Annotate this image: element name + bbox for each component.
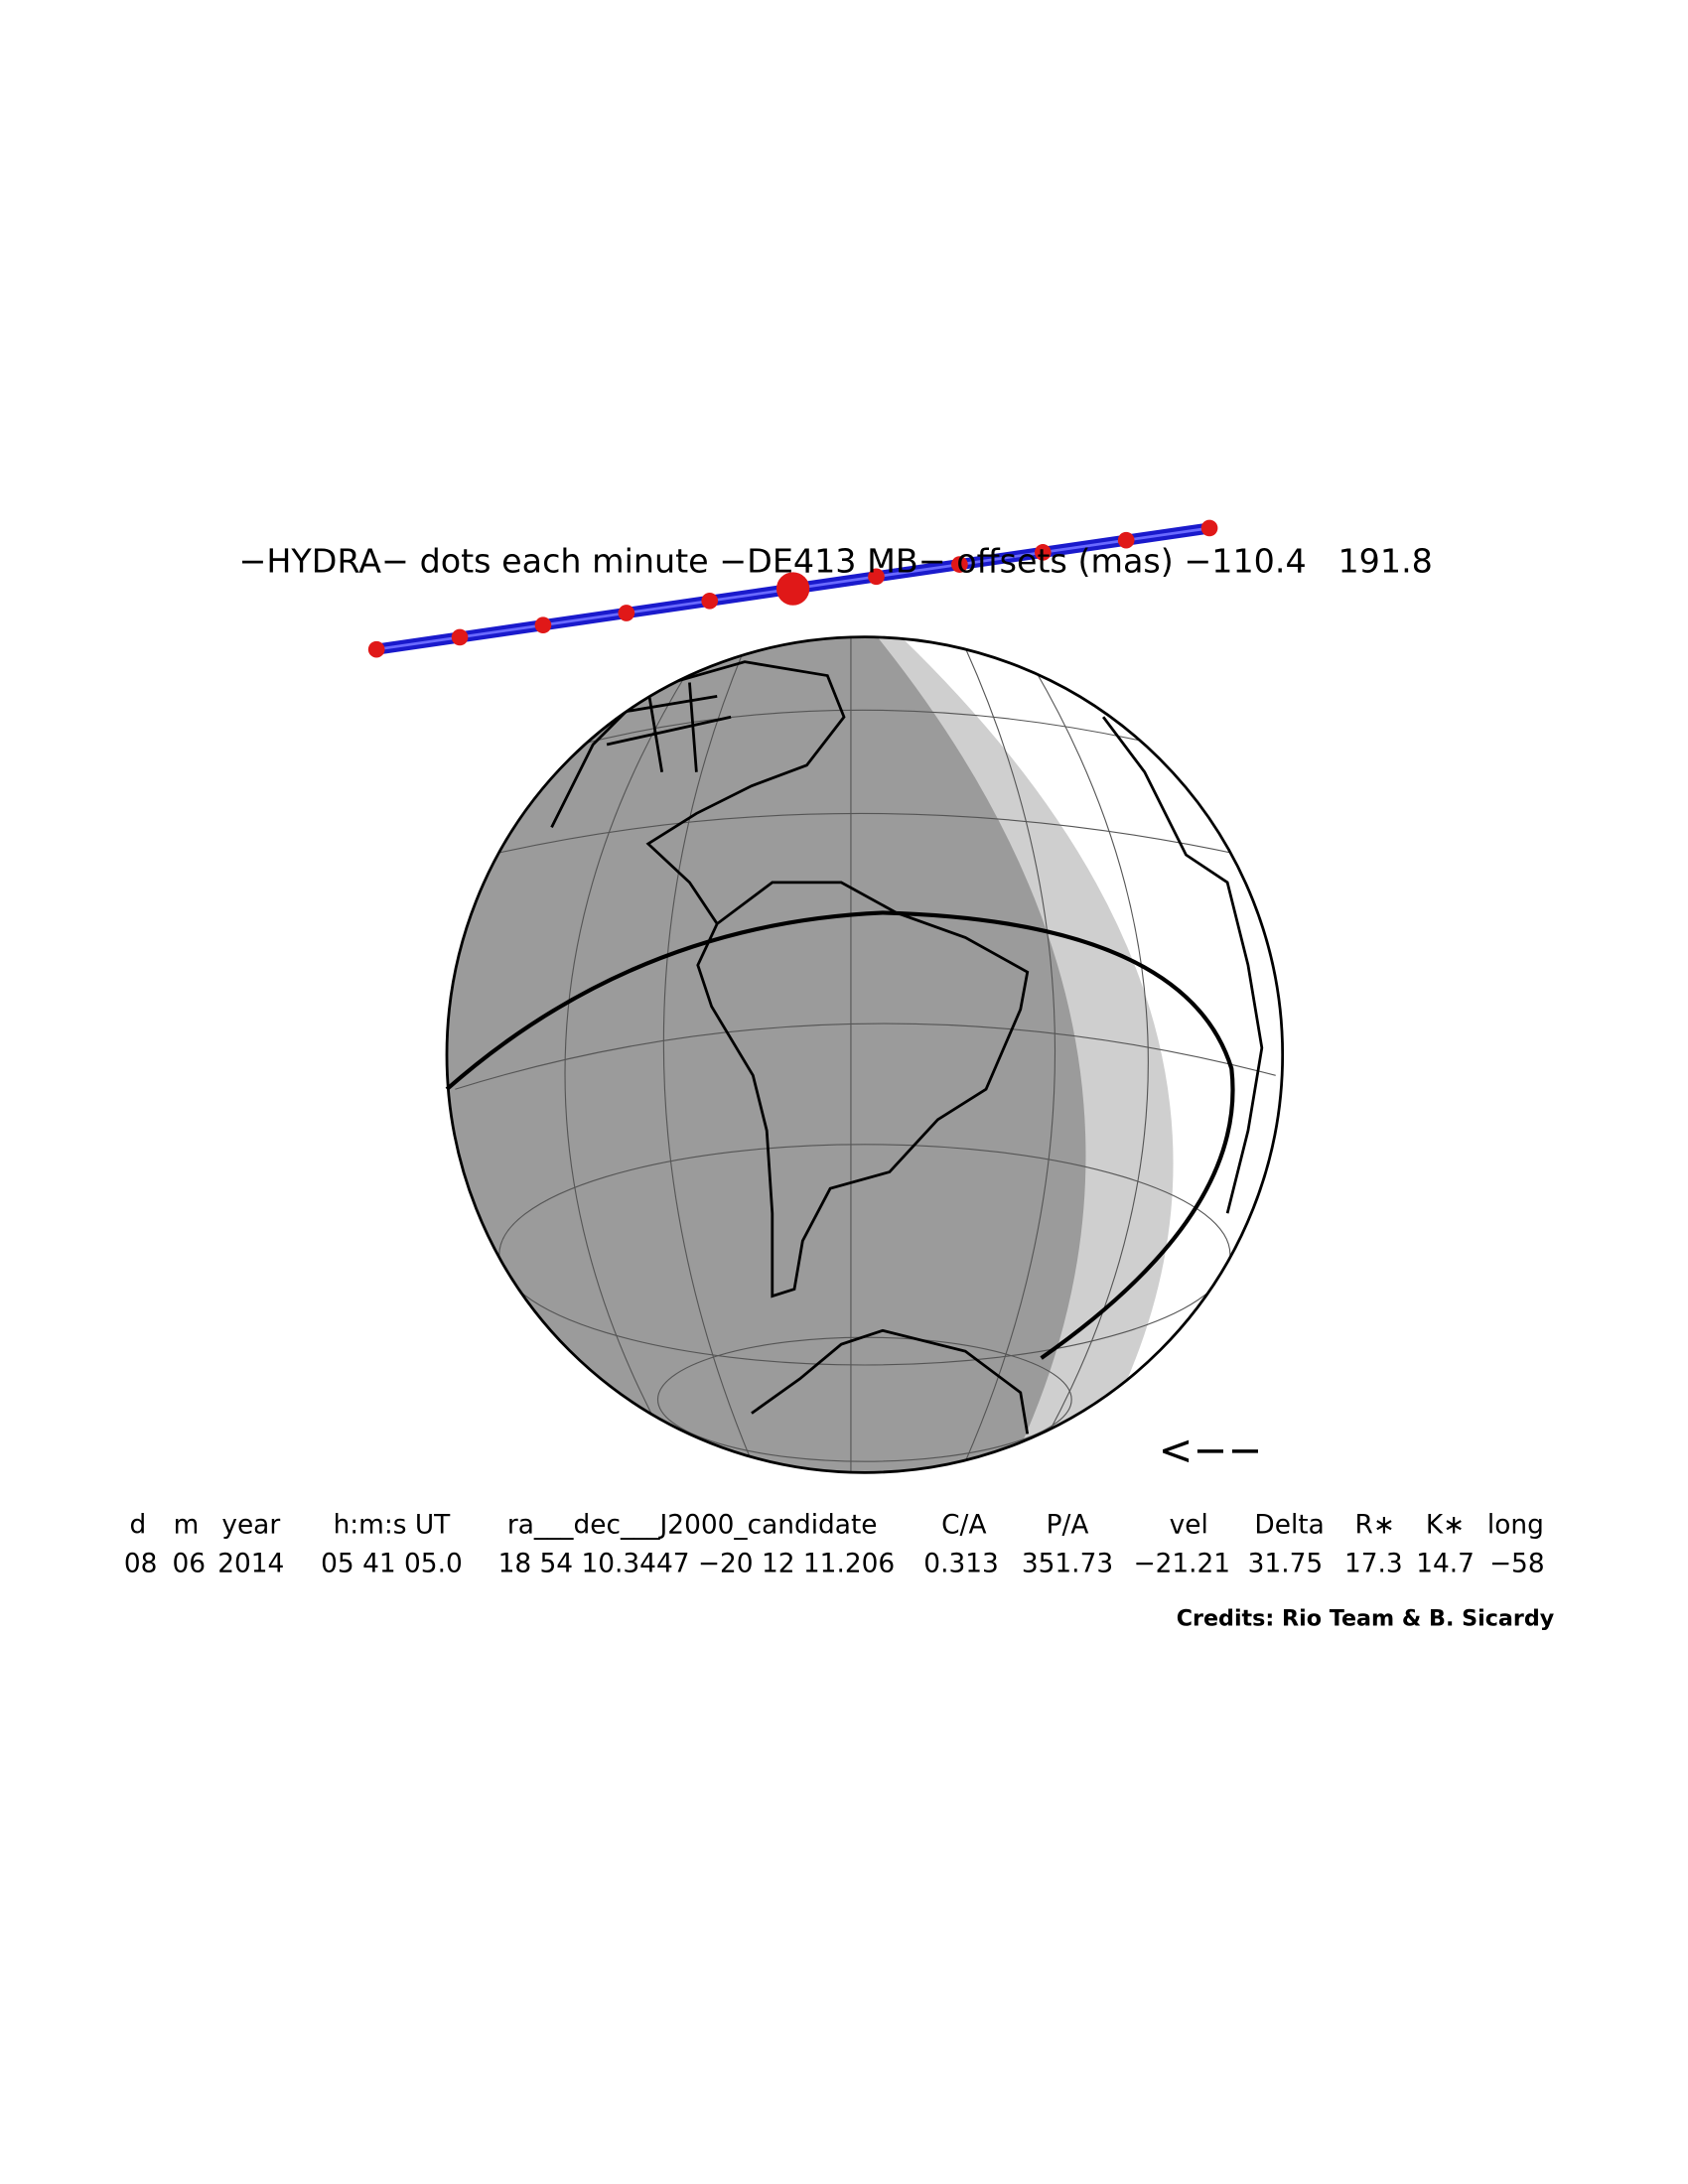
value-cell: −58 <box>1489 1549 1545 1578</box>
minute-dot <box>367 640 385 658</box>
header-cell: long <box>1487 1510 1544 1540</box>
globe <box>445 635 1285 1474</box>
value-cell: 06 <box>172 1549 206 1578</box>
minute-dot <box>451 628 469 646</box>
minute-dot <box>1200 519 1218 537</box>
header-cell: vel <box>1170 1510 1208 1540</box>
header-cell: R∗ <box>1355 1510 1395 1540</box>
header-cell: P/A <box>1047 1510 1089 1540</box>
credits: Credits: Rio Team & B. Sicardy <box>1177 1606 1555 1632</box>
graticule <box>455 636 1276 1473</box>
value-cell: 18 54 10.3447 −20 12 11.206 <box>498 1549 896 1578</box>
value-cell: −21.21 <box>1133 1549 1230 1578</box>
header-cell: Delta <box>1254 1510 1324 1540</box>
event-table: d m year h:m:s UT ra___dec___J2000_candidate… <box>124 1510 1545 1578</box>
header-cell: ra___dec___J2000_candidate <box>507 1510 878 1540</box>
header-cell: m <box>174 1510 200 1540</box>
value-cell: 0.313 <box>923 1549 999 1578</box>
header-cell: year <box>221 1510 280 1540</box>
minute-dot <box>701 592 719 610</box>
minute-dot <box>1117 531 1135 549</box>
value-cell: 17.3 <box>1344 1549 1403 1578</box>
value-cell: 2014 <box>217 1549 284 1578</box>
value-cell: 31.75 <box>1248 1549 1324 1578</box>
value-cell: 05 41 05.0 <box>321 1549 463 1578</box>
header-cell: h:m:s UT <box>334 1510 452 1540</box>
minute-dots <box>367 519 1218 658</box>
map-title: −HYDRA− dots each minute −DE413 MB− offs… <box>238 541 1432 580</box>
minute-dot <box>1034 544 1052 561</box>
minute-dot <box>868 568 885 586</box>
value-cell: 08 <box>124 1549 158 1578</box>
minute-dot <box>618 605 635 621</box>
closest-approach-dot <box>775 572 810 606</box>
shadow-limit <box>445 910 1235 1360</box>
value-cell: 351.73 <box>1022 1549 1113 1578</box>
header-cell: K∗ <box>1426 1510 1465 1540</box>
minute-dot <box>951 556 968 573</box>
direction-arrow: <−− <box>1159 1426 1263 1474</box>
header-cell: C/A <box>941 1510 986 1540</box>
minute-dot <box>534 616 552 634</box>
header-cell: d <box>130 1510 147 1540</box>
value-cell: 14.7 <box>1416 1549 1475 1578</box>
